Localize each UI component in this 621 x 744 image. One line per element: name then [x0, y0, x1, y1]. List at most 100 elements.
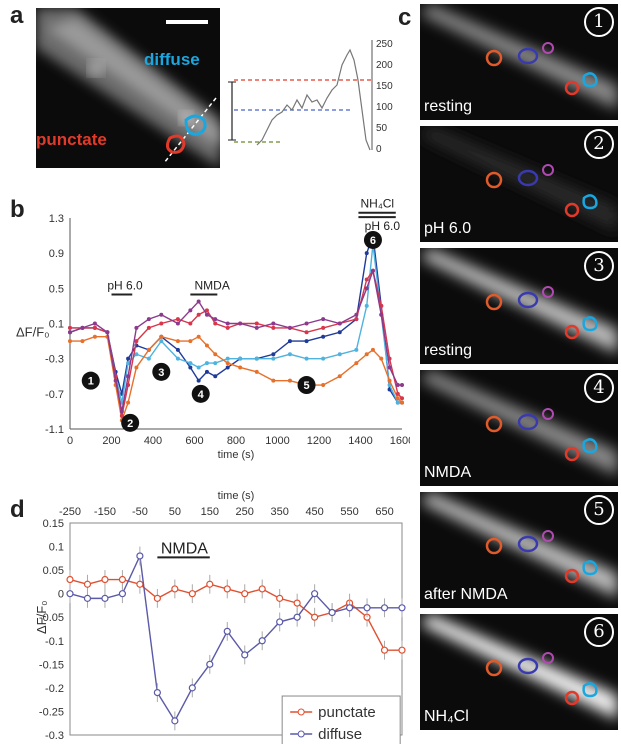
- d-xtick-label: -50: [132, 506, 148, 518]
- d-point: [293, 613, 301, 621]
- b-point: [92, 325, 97, 330]
- b-point: [204, 369, 209, 374]
- b-point: [337, 321, 342, 326]
- frame-number-badge: 3: [584, 251, 614, 281]
- frame-number-badge: 1: [584, 7, 614, 37]
- b-step-marker-number: 6: [370, 235, 376, 247]
- d-xtick-label: 50: [169, 506, 181, 518]
- b-point: [146, 356, 151, 361]
- panel-b-chart: 1.3 0.9 0.5 0.1 -0.3 -0.7 -1.10 200 400 600 800 100…: [16, 197, 410, 461]
- b-point: [213, 321, 218, 326]
- b-point: [321, 334, 326, 339]
- b-point: [68, 330, 72, 335]
- profile-y-ticks: 0 50 100 150 200 250: [376, 39, 393, 155]
- b-point: [254, 325, 259, 330]
- profile-ytick: 100: [376, 102, 393, 113]
- d-point: [276, 594, 284, 602]
- panel-c-frame-4: 4 NMDA: [420, 370, 618, 486]
- roi-orange: [485, 171, 503, 189]
- b-point: [287, 352, 292, 357]
- b-point: [196, 312, 201, 317]
- b-point: [225, 325, 230, 330]
- d-legend-label: punctate: [318, 704, 376, 721]
- b-point: [204, 343, 209, 348]
- b-point: [387, 365, 392, 370]
- b-point: [196, 299, 201, 304]
- b-point: [271, 325, 276, 330]
- b-point: [400, 396, 404, 401]
- roi-cyan: [582, 682, 598, 698]
- b-point: [254, 321, 259, 326]
- panel-c-frame-6: 6 NH₄Cl: [420, 614, 618, 730]
- b-point: [225, 365, 230, 370]
- frame-number-badge: 4: [584, 373, 614, 403]
- b-series-line: [70, 244, 402, 404]
- d-point: [223, 627, 231, 635]
- frame-number-badge: 2: [584, 129, 614, 159]
- roi-red: [564, 446, 580, 462]
- d-point: [223, 585, 231, 593]
- b-point: [337, 374, 342, 379]
- d-xtick-label: 450: [305, 506, 323, 518]
- roi-orange: [485, 659, 503, 677]
- d-legend-label: diffuse: [318, 726, 362, 743]
- d-point: [398, 604, 406, 612]
- b-point: [204, 308, 209, 313]
- b-point: [238, 321, 243, 326]
- punctate-roi: [165, 134, 186, 154]
- b-xtick-label: 1200: [307, 435, 331, 447]
- roi-blue: [517, 535, 539, 553]
- b-point: [287, 339, 292, 344]
- b-point: [196, 365, 201, 370]
- b-point: [126, 374, 131, 379]
- b-step-marker: [363, 230, 382, 249]
- b-point: [80, 339, 85, 344]
- profile-ytick: 0: [376, 144, 382, 155]
- frame-image: [420, 370, 618, 476]
- b-series-line: [69, 268, 402, 412]
- b-ytick-label: -0.3: [45, 354, 64, 366]
- diffuse-roi: [184, 114, 207, 136]
- b-point: [321, 325, 326, 330]
- roi-blue: [517, 47, 539, 65]
- d-point: [258, 585, 266, 593]
- b-point: [159, 321, 164, 326]
- b-annotation-label: pH 6.0: [365, 219, 401, 233]
- b-point: [134, 325, 139, 330]
- d-ytick-label: 0: [58, 589, 64, 601]
- panel-c-frame-5: 5 after NMDA: [420, 492, 618, 608]
- b-point: [354, 317, 359, 322]
- frame-caption: pH 6.0: [424, 220, 472, 237]
- b-point: [395, 383, 400, 388]
- b-step-marker: [121, 413, 140, 432]
- d-point: [66, 590, 74, 598]
- roi-orange: [485, 49, 503, 67]
- frame-number-badge: 6: [584, 617, 614, 647]
- b-xtick-label: 600: [185, 435, 203, 447]
- b-step-marker: [191, 384, 210, 403]
- panel-a-profile: 0 50 100 150 200 250: [228, 39, 393, 155]
- b-point: [287, 378, 292, 383]
- d-point: [101, 575, 109, 584]
- diffuse-label: diffuse: [144, 50, 200, 69]
- b-point: [271, 378, 276, 383]
- b-point: [213, 317, 218, 322]
- b-step-marker-number: 3: [158, 367, 164, 379]
- d-xtick-label: -150: [94, 506, 116, 518]
- b-point: [304, 356, 309, 361]
- d-xtick-label: 550: [340, 506, 358, 518]
- roi-cyan: [582, 316, 598, 332]
- b-point: [175, 356, 180, 361]
- b-point: [213, 374, 218, 379]
- d-point: [171, 717, 179, 725]
- panel-a-micrograph: diffuse punctate: [36, 8, 220, 168]
- b-point: [304, 330, 309, 335]
- d-xtick-label: 250: [236, 506, 254, 518]
- b-annotation-label: NH₄Cl: [361, 197, 395, 211]
- roi-cyan: [582, 72, 598, 88]
- d-point: [66, 575, 74, 584]
- b-point: [337, 330, 342, 335]
- b-point: [196, 378, 201, 383]
- b-ytick-label: 1.3: [49, 213, 64, 225]
- d-point: [83, 580, 92, 588]
